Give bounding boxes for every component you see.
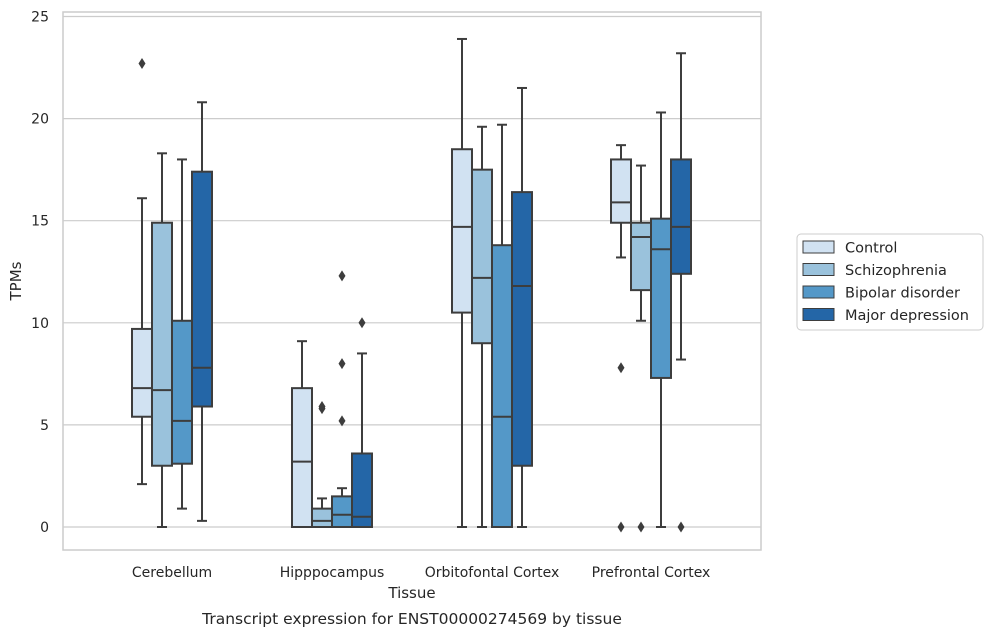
box-0-3 xyxy=(610,144,632,533)
y-tick-label: 10 xyxy=(31,316,49,332)
legend: Control Schizophrenia Bipolar disorder Majo… xyxy=(796,233,984,331)
y-tick-label: 0 xyxy=(40,520,49,536)
box-iqr xyxy=(171,319,193,465)
x-tick-label: Prefrontal Cortex xyxy=(592,565,711,581)
box-iqr xyxy=(331,495,353,528)
x-tick-label: Hipppocampus xyxy=(280,565,385,581)
box-3-2 xyxy=(511,86,533,528)
box-iqr xyxy=(291,387,313,529)
box-0-1 xyxy=(291,340,313,529)
box-iqr xyxy=(630,221,652,292)
plot-frame xyxy=(62,11,762,551)
outlier-point xyxy=(338,415,346,427)
box-1-2 xyxy=(471,125,493,528)
box-2-1 xyxy=(331,270,353,528)
legend-label: Control xyxy=(845,241,897,257)
box-iqr xyxy=(131,327,153,418)
legend-swatch xyxy=(802,285,835,299)
x-tick-label: Cerebellum xyxy=(132,565,212,581)
outlier-point xyxy=(617,362,625,374)
outlier-point xyxy=(338,270,346,282)
box-1-1 xyxy=(311,401,333,529)
x-axis-label: Tissue xyxy=(387,584,435,602)
box-3-0 xyxy=(191,101,213,522)
box-0-2 xyxy=(451,37,473,528)
box-0-0 xyxy=(131,57,153,486)
box-1-0 xyxy=(151,152,173,528)
chart-caption: Transcript expression for ENST0000027456… xyxy=(201,610,622,628)
outlier-point xyxy=(138,57,146,69)
outlier-point xyxy=(338,358,346,370)
box-iqr xyxy=(610,158,632,224)
box-iqr xyxy=(650,217,672,379)
outlier-point xyxy=(677,521,685,533)
y-tick-label: 20 xyxy=(31,112,49,128)
box-groups xyxy=(131,37,692,533)
box-iqr xyxy=(191,170,213,408)
y-axis-label: TPMs xyxy=(7,261,25,301)
box-3-1 xyxy=(351,317,373,529)
legend-label: Schizophrenia xyxy=(845,263,947,279)
box-2-3 xyxy=(650,111,672,528)
box-iqr xyxy=(451,148,473,314)
y-axis-ticks: 0 5 10 15 20 25 xyxy=(31,10,49,537)
y-tick-label: 25 xyxy=(31,10,49,26)
box-iqr xyxy=(151,221,173,467)
box-iqr xyxy=(311,507,333,529)
y-tick-label: 15 xyxy=(31,214,49,230)
outlier-point xyxy=(358,317,366,329)
legend-frame xyxy=(796,233,984,331)
legend-label: Major depression xyxy=(845,308,969,324)
legend-swatch xyxy=(802,308,835,321)
legend-swatch xyxy=(802,240,835,254)
box-iqr xyxy=(351,452,373,529)
box-iqr xyxy=(670,158,692,275)
x-axis-ticks: Cerebellum Hipppocampus Orbitofontal Corte… xyxy=(132,565,710,581)
x-tick-label: Orbitofontal Cortex xyxy=(425,565,560,581)
box-2-2 xyxy=(491,123,513,528)
box-iqr xyxy=(491,244,513,528)
box-2-0 xyxy=(171,158,193,510)
y-tick-label: 5 xyxy=(40,418,49,434)
legend-swatch xyxy=(802,263,835,276)
legend-label: Bipolar disorder xyxy=(845,286,960,302)
outlier-point xyxy=(318,401,326,413)
outlier-point xyxy=(617,521,625,533)
box-iqr xyxy=(471,168,493,345)
box-iqr xyxy=(511,191,533,467)
box-3-3 xyxy=(670,52,692,533)
outlier-point xyxy=(637,521,645,533)
